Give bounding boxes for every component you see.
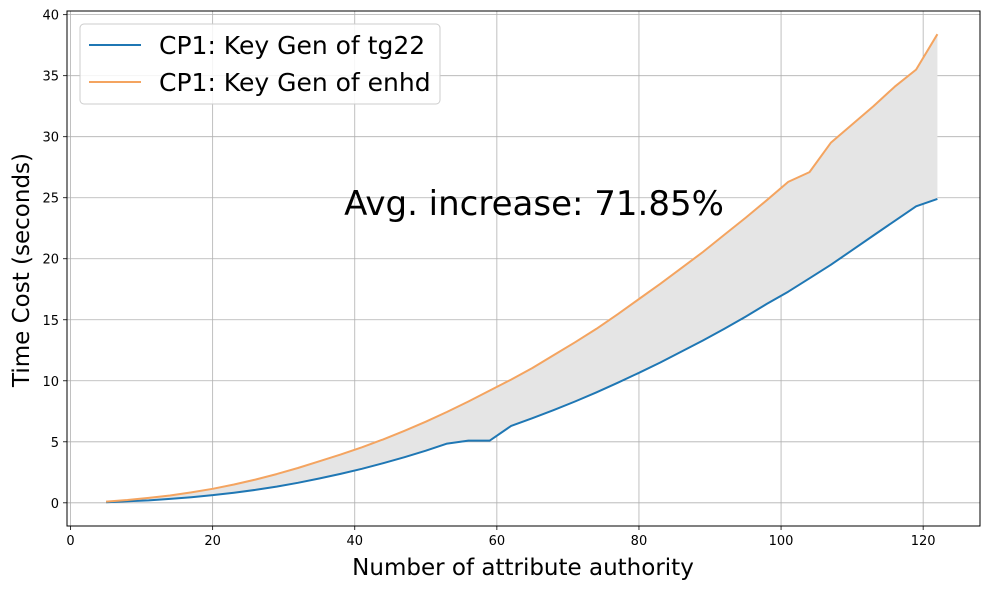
- x-tick-label: 120: [911, 534, 936, 549]
- series-line-0: [106, 197, 938, 504]
- x-tick-label: 40: [346, 534, 363, 549]
- y-tick-label: 40: [42, 9, 59, 24]
- x-axis-label: Number of attribute authority: [352, 555, 694, 581]
- legend: CP1: Key Gen of tg22 CP1: Key Gen of enh…: [79, 23, 441, 105]
- plot-frame: [66, 10, 981, 527]
- x-axis-ticks: 0 20 40 60 80 100 120: [66, 526, 936, 549]
- y-axis-label: Time Cost (seconds): [9, 153, 35, 388]
- y-tick-label: 15: [42, 314, 59, 329]
- x-tick-label: 20: [204, 534, 221, 549]
- x-tick-label: 0: [66, 534, 74, 549]
- y-tick-label: 35: [42, 70, 59, 85]
- series-line-1: [106, 33, 939, 503]
- x-tick-label: 100: [769, 534, 794, 549]
- y-tick-label: 5: [51, 436, 59, 451]
- fill-between-region: [106, 34, 938, 503]
- grid-lines: [67, 11, 980, 526]
- y-tick-label: 10: [42, 375, 59, 390]
- y-tick-label: 25: [42, 192, 59, 207]
- y-tick-label: 30: [42, 131, 59, 146]
- legend-label-tg22: CP1: Key Gen of tg22: [159, 31, 425, 60]
- series-lines: [106, 33, 939, 504]
- y-axis-ticks: 0 5 10 15 20 25 30 35 40: [42, 9, 67, 512]
- legend-box: [79, 23, 441, 105]
- avg-increase-annotation: Avg. increase: 71.85%: [344, 184, 724, 224]
- x-tick-label: 60: [489, 534, 506, 549]
- y-tick-label: 20: [42, 253, 59, 268]
- y-tick-label: 0: [51, 497, 59, 512]
- legend-label-enhd: CP1: Key Gen of enhd: [159, 68, 431, 97]
- x-tick-label: 80: [631, 534, 648, 549]
- fill-between-area: [106, 34, 938, 503]
